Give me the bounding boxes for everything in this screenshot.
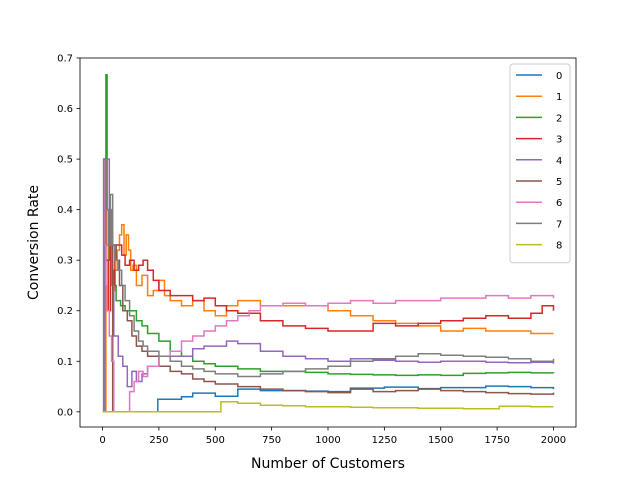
x-axis-label: Number of Customers <box>251 456 405 472</box>
legend-label-0: 0 <box>556 71 562 82</box>
y-tick-label: 0.3 <box>57 256 73 267</box>
series-line-1 <box>102 224 554 413</box>
x-tick-label: 1500 <box>428 435 453 446</box>
y-axis-label: Conversion Rate <box>26 185 42 300</box>
legend-label-1: 1 <box>556 92 562 103</box>
x-tick-label: 500 <box>206 435 225 446</box>
x-tick-label: 1750 <box>484 435 509 446</box>
legend-label-6: 6 <box>556 198 562 209</box>
series-line-7 <box>102 158 555 413</box>
x-tick-label: 1000 <box>315 435 340 446</box>
y-tick-label: 0.7 <box>57 54 73 65</box>
series-layer <box>102 73 555 413</box>
legend-label-4: 4 <box>556 156 562 167</box>
x-tick-label: 250 <box>149 435 168 446</box>
y-tick-label: 0.4 <box>57 205 73 216</box>
x-tick-label: 1250 <box>372 435 397 446</box>
series-line-6 <box>102 158 555 413</box>
legend-label-3: 3 <box>556 135 562 146</box>
series-line-4 <box>102 158 555 413</box>
legend: 0 1 2 3 4 5 6 7 8 <box>509 63 571 264</box>
series-line-5 <box>102 244 555 413</box>
y-tick-label: 0.5 <box>57 155 73 166</box>
y-tick-label: 0.2 <box>57 306 73 317</box>
x-tick-label: 2000 <box>541 435 566 446</box>
x-axis: 0 250 500 750 1000 1250 1500 1750 2000 <box>99 427 566 446</box>
legend-label-8: 8 <box>556 241 562 252</box>
legend-label-2: 2 <box>556 113 562 124</box>
legend-box <box>509 63 571 264</box>
legend-label-5: 5 <box>556 177 562 188</box>
series-line-0 <box>102 385 555 413</box>
legend-label-7: 7 <box>556 219 562 230</box>
x-tick-label: 0 <box>99 435 105 446</box>
y-tick-label: 0.6 <box>57 104 73 115</box>
x-tick-label: 750 <box>262 435 281 446</box>
y-tick-label: 0.0 <box>57 407 73 418</box>
y-axis: 0.0 0.1 0.2 0.3 0.4 0.5 0.6 0.7 <box>57 54 80 418</box>
y-tick-label: 0.1 <box>57 357 73 368</box>
series-line-8 <box>102 400 554 413</box>
